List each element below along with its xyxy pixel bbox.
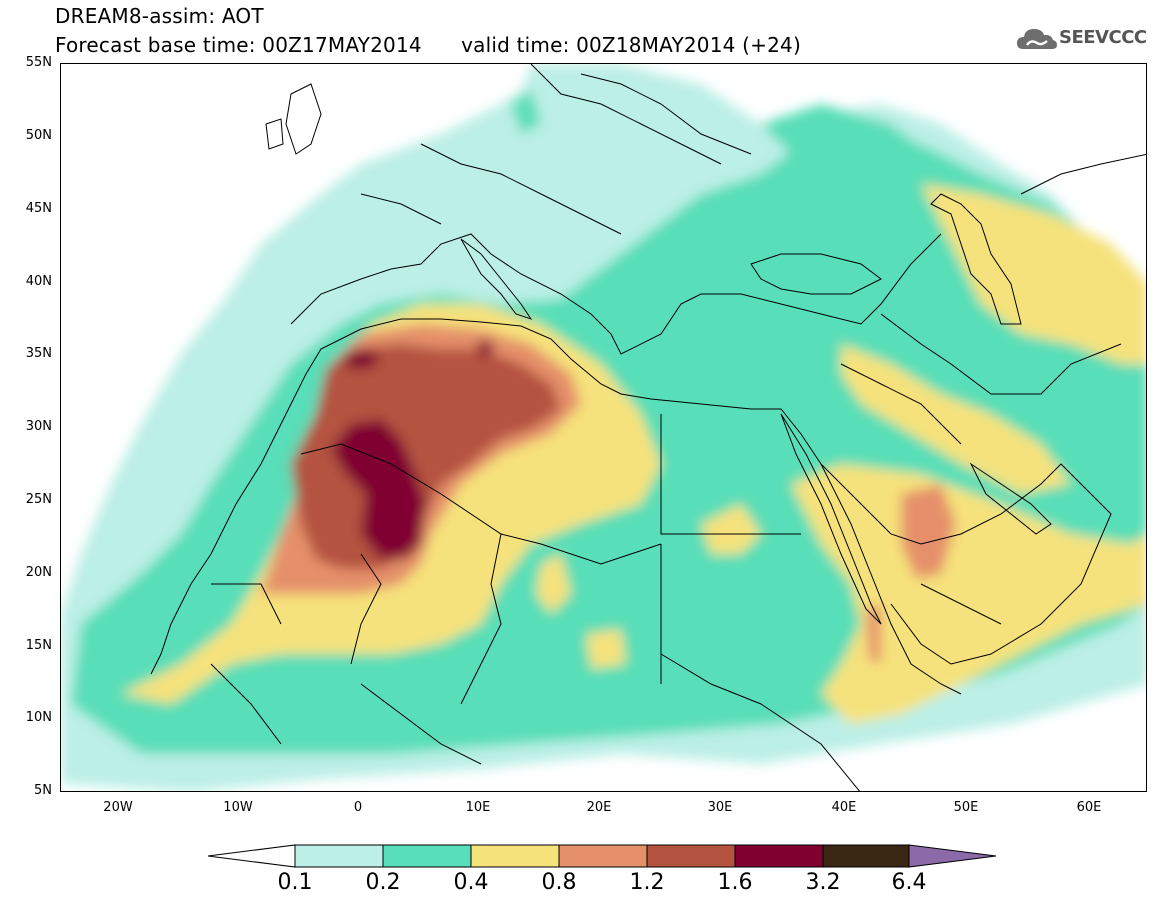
lat-label-50n: 50N (25, 128, 52, 143)
colorbar-segment-2 (382, 844, 472, 868)
chart-title: DREAM8-assim: AOT (55, 4, 264, 28)
colorbar-label-1-6: 1.6 (717, 870, 753, 895)
lat-label-15n: 15N (25, 638, 52, 653)
lat-label-35n: 35N (25, 346, 52, 361)
lat-label-25n: 25N (25, 492, 52, 507)
lat-label-30n: 30N (25, 419, 52, 434)
colorbar-label-0-1: 0.1 (277, 870, 313, 895)
lat-label-40n: 40N (25, 274, 52, 289)
colorbar-label-0-2: 0.2 (365, 870, 401, 895)
seevccc-logo: SEEVCCC (1015, 23, 1155, 57)
colorbar-segment-1 (294, 844, 384, 868)
colorbar-label-1-2: 1.2 (629, 870, 665, 895)
colorbar-label-0-4: 0.4 (453, 870, 489, 895)
lat-label-5n: 5N (34, 783, 52, 798)
colorbar-segment-4 (558, 844, 648, 868)
colorbar-label-6-4: 6.4 (891, 870, 927, 895)
lon-label-0: 0 (353, 800, 363, 815)
lon-label-20w: 20W (103, 800, 133, 815)
cloud-icon (1017, 29, 1057, 49)
coastlines-borders (150, 64, 1146, 791)
colorbar-label-3-2: 3.2 (805, 870, 841, 895)
lon-label-10e: 10E (465, 800, 491, 815)
aot-shading (61, 64, 1146, 791)
lat-label-20n: 20N (25, 565, 52, 580)
lon-label-30e: 30E (707, 800, 733, 815)
colorbar-segment-5 (646, 844, 736, 868)
aot-field-map (61, 64, 1146, 791)
lon-label-10w: 10W (223, 800, 253, 815)
logo-text: SEEVCCC (1059, 27, 1147, 48)
colorbar-label-0-8: 0.8 (541, 870, 577, 895)
colorbar-segment-6 (734, 844, 824, 868)
lat-label-10n: 10N (25, 710, 52, 725)
lat-label-55n: 55N (25, 55, 52, 70)
lon-label-50e: 50E (953, 800, 979, 815)
lon-label-40e: 40E (831, 800, 857, 815)
forecast-time-line: Forecast base time: 00Z17MAY2014 valid t… (55, 33, 801, 57)
colorbar-over-arrow (908, 844, 997, 868)
colorbar-segment-7 (822, 844, 910, 868)
aot-colorbar (207, 844, 997, 868)
map-panel (60, 63, 1147, 792)
colorbar-under-arrow (207, 844, 296, 868)
lon-label-60e: 60E (1076, 800, 1102, 815)
colorbar-segment-3 (470, 844, 560, 868)
lon-label-20e: 20E (586, 800, 612, 815)
lat-label-45n: 45N (25, 201, 52, 216)
